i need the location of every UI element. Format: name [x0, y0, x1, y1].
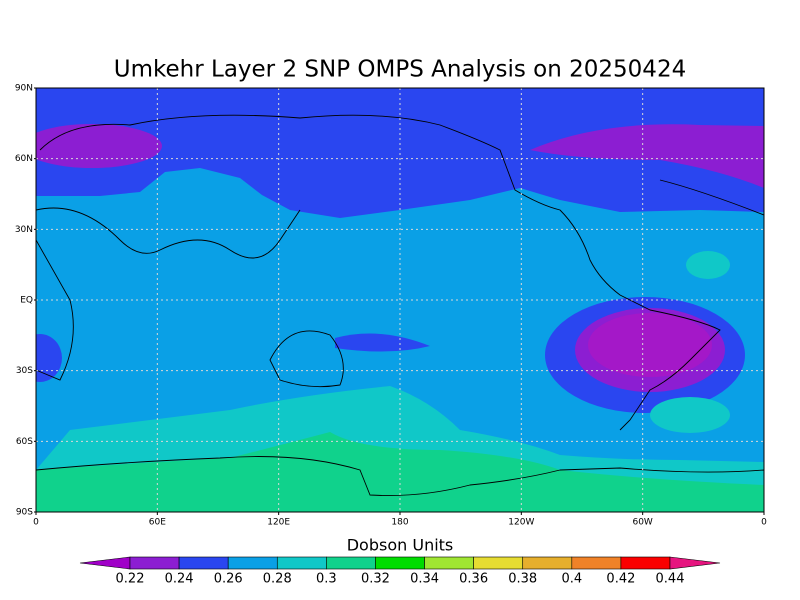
- x-tick-label: 120E: [267, 518, 290, 528]
- colorbar-swatch: [424, 556, 474, 570]
- x-tick-label: 60E: [149, 518, 166, 528]
- y-tick-label: 90S: [16, 508, 33, 518]
- colorbar-label: 0.42: [606, 572, 635, 587]
- y-tick-label: 90N: [15, 84, 33, 94]
- colorbar-swatch: [375, 556, 425, 570]
- colorbar-label: 0.36: [459, 572, 488, 587]
- field-band-polar: [36, 432, 764, 512]
- colorbar-swatch: [178, 556, 229, 570]
- field-blob: [686, 251, 730, 279]
- graticule: [36, 88, 764, 512]
- colorbar-swatch: [522, 556, 573, 570]
- colorbar-swatch: [473, 556, 524, 570]
- colorbar-swatch: [276, 556, 327, 570]
- field-blob: [530, 124, 764, 188]
- coastlines: [36, 114, 764, 497]
- x-tick-label: 180: [391, 518, 408, 528]
- y-tick-label: 60N: [15, 154, 33, 164]
- x-tick-label: 0: [33, 518, 39, 528]
- colorbar-label: 0.4: [561, 572, 582, 587]
- colorbar-label: 0.38: [508, 572, 537, 587]
- y-tick-label: EQ: [20, 296, 33, 306]
- colorbar-swatch: [571, 556, 622, 570]
- y-tick-label: 60S: [16, 437, 33, 447]
- colorbar-swatch: [620, 556, 671, 570]
- colorbar-extend-low: [79, 556, 131, 570]
- colorbar-title: Dobson Units: [347, 536, 454, 555]
- colorbar-label: 0.34: [410, 572, 439, 587]
- colorbar-swatch: [227, 556, 278, 570]
- colorbar-label: 0.44: [656, 572, 685, 587]
- coastline: [659, 179, 764, 216]
- map-title: Umkehr Layer 2 SNP OMPS Analysis on 2025…: [114, 57, 686, 83]
- field-blob: [335, 333, 430, 352]
- field-blob: [650, 397, 730, 433]
- field-blob: [588, 313, 712, 377]
- colorbar-label: 0.26: [214, 572, 243, 587]
- y-tick-label: 30S: [16, 366, 33, 376]
- colorbar-label: 0.32: [361, 572, 390, 587]
- x-tick-label: 0: [761, 518, 767, 528]
- colorbar-label: 0.24: [165, 572, 194, 587]
- coastline: [36, 239, 74, 381]
- coastline: [36, 207, 301, 259]
- colorbar-label: 0.3: [316, 572, 337, 587]
- coastline: [269, 330, 344, 388]
- coastline: [39, 114, 721, 431]
- colorbar-swatch: [129, 556, 180, 570]
- colorbar-swatch: [326, 556, 376, 570]
- colorbar-label: 0.28: [263, 572, 292, 587]
- colorbar-label: 0.22: [116, 572, 145, 587]
- x-tick-label: 120W: [508, 518, 534, 528]
- colorbar-extend-high: [669, 556, 721, 570]
- y-tick-label: 30N: [15, 225, 33, 235]
- field-blob: [36, 334, 62, 382]
- field-blob: [36, 124, 162, 168]
- coastline: [36, 456, 764, 497]
- x-tick-label: 60W: [632, 518, 652, 528]
